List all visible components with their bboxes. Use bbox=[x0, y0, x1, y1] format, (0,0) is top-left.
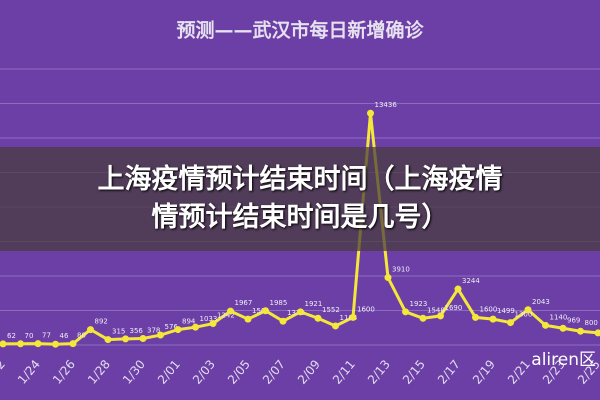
data-label: 576 bbox=[165, 323, 179, 331]
chart-title: 预测——武汉市每日新增确诊 bbox=[176, 19, 424, 42]
x-tick-label: 1/24 bbox=[15, 357, 43, 387]
data-label: 1300 bbox=[515, 311, 533, 319]
point bbox=[577, 327, 584, 335]
x-tick-label: 1/28 bbox=[85, 357, 113, 387]
data-label: 1033 bbox=[200, 315, 218, 323]
point bbox=[437, 312, 444, 320]
data-label: 3244 bbox=[462, 277, 480, 285]
watermark: aliren区 bbox=[531, 350, 596, 370]
point bbox=[332, 322, 339, 330]
data-label: 1985 bbox=[270, 299, 288, 307]
point bbox=[279, 317, 287, 325]
point bbox=[349, 313, 357, 321]
data-label: 70 bbox=[25, 332, 34, 340]
point bbox=[122, 335, 129, 343]
data-label: 13436 bbox=[375, 101, 398, 109]
data-label: 3910 bbox=[392, 266, 410, 274]
x-tick-label: 1/26 bbox=[50, 357, 78, 387]
point bbox=[192, 323, 199, 331]
point bbox=[157, 331, 164, 339]
data-label: 62 bbox=[7, 332, 16, 340]
x-tick-label: 2/17 bbox=[435, 357, 463, 387]
x-tick-label: 2/09 bbox=[295, 357, 323, 387]
data-label: 894 bbox=[182, 318, 196, 326]
data-label: 1548 bbox=[427, 306, 445, 314]
point bbox=[507, 319, 514, 327]
point bbox=[262, 307, 269, 315]
x-tick-label: 2/03 bbox=[190, 357, 218, 387]
x-tick-label: 2/21 bbox=[505, 357, 533, 387]
point bbox=[174, 326, 182, 334]
data-label: 1499 bbox=[497, 307, 515, 315]
data-label: 1379 bbox=[287, 309, 305, 317]
point bbox=[314, 314, 322, 322]
point bbox=[0, 340, 7, 348]
data-label: 1600 bbox=[357, 305, 375, 313]
x-tick-label: 2/01 bbox=[155, 357, 183, 387]
data-label: 1923 bbox=[410, 300, 428, 308]
banner: 上海疫情预计结束时间（上海疫情 情预计结束时间是几号） bbox=[0, 147, 600, 251]
point bbox=[244, 315, 252, 323]
data-label: 1552 bbox=[322, 306, 340, 314]
banner-line: 情预计结束时间是几号） bbox=[151, 202, 449, 233]
point bbox=[69, 340, 77, 348]
point bbox=[52, 340, 59, 348]
point bbox=[34, 340, 42, 348]
data-label: 1921 bbox=[305, 300, 323, 308]
point bbox=[139, 334, 147, 342]
data-label: 892 bbox=[95, 318, 108, 326]
point bbox=[559, 324, 567, 332]
point bbox=[594, 329, 600, 337]
point bbox=[87, 326, 94, 334]
point bbox=[209, 320, 217, 328]
point bbox=[472, 313, 479, 321]
x-tick-label: 1/30 bbox=[120, 357, 148, 387]
x-tick-label: 2/11 bbox=[330, 357, 358, 387]
data-label: 969 bbox=[567, 316, 580, 324]
data-label: 1242 bbox=[217, 312, 235, 320]
data-label: 77 bbox=[42, 332, 51, 340]
x-tick-label: 2/19 bbox=[470, 357, 498, 387]
data-label: 1140 bbox=[550, 313, 568, 321]
data-label: 378 bbox=[147, 326, 160, 334]
data-label: 2043 bbox=[532, 298, 550, 306]
data-label: 46 bbox=[60, 332, 69, 340]
point bbox=[542, 321, 549, 329]
point bbox=[297, 308, 304, 316]
data-label: 1967 bbox=[235, 299, 253, 307]
point bbox=[419, 314, 427, 322]
point bbox=[524, 306, 532, 314]
x-tick-label: 2/15 bbox=[400, 357, 428, 387]
point bbox=[367, 109, 374, 117]
data-label: 800 bbox=[585, 319, 598, 327]
point bbox=[17, 340, 24, 348]
data-label: 1690 bbox=[445, 304, 463, 312]
data-label: 80 bbox=[77, 332, 86, 340]
data-label: 1104 bbox=[340, 314, 358, 322]
data-label: 1501 bbox=[252, 307, 270, 315]
banner-line: 上海疫情预计结束时间（上海疫情 bbox=[97, 164, 503, 195]
point bbox=[489, 315, 497, 323]
x-tick-label: 2/07 bbox=[260, 357, 288, 387]
point bbox=[384, 274, 392, 282]
data-label: 1600 bbox=[480, 305, 498, 313]
x-tick-label: 1/22 bbox=[0, 357, 8, 387]
x-tick-label: 2/05 bbox=[225, 357, 253, 387]
point bbox=[104, 336, 112, 344]
data-label: 315 bbox=[112, 328, 125, 336]
point bbox=[402, 308, 409, 316]
x-tick-label: 2/13 bbox=[365, 357, 393, 387]
point bbox=[454, 285, 462, 293]
point bbox=[227, 307, 234, 315]
data-label: 356 bbox=[130, 327, 144, 335]
